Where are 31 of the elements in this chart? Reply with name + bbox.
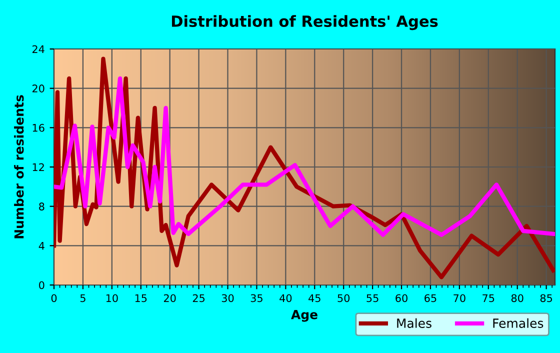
- y-tick-label: 4: [38, 242, 44, 250]
- y-tick-label: 8: [39, 202, 44, 210]
- legend-label: Males: [397, 318, 432, 328]
- y-axis-title: Number of residents: [14, 95, 24, 238]
- x-tick-label: 10: [106, 294, 118, 302]
- legend-label: Females: [493, 318, 544, 328]
- y-tick-label: 20: [32, 84, 44, 92]
- x-tick-label: 50: [338, 294, 350, 302]
- y-tick-label: 16: [32, 124, 44, 132]
- x-tick-label: 65: [424, 294, 436, 302]
- x-tick-label: 55: [366, 294, 378, 302]
- x-tick-label: 30: [222, 294, 234, 302]
- x-tick-label: 15: [135, 294, 147, 302]
- x-tick-label: 75: [482, 294, 494, 302]
- x-tick-label: 45: [308, 294, 320, 302]
- x-tick-label: 20: [164, 294, 176, 302]
- x-tick-label: 80: [511, 294, 524, 302]
- x-tick-label: 35: [250, 294, 262, 302]
- x-axis-title: Age: [291, 310, 318, 322]
- y-tick-label: 24: [32, 45, 44, 53]
- line-series: [54, 76, 555, 237]
- x-tick-label: 0: [51, 294, 57, 302]
- x-tick-label: 85: [540, 294, 552, 302]
- y-tick-label: 12: [32, 163, 44, 171]
- x-tick-label: 5: [80, 294, 86, 302]
- x-tick-label: 40: [280, 294, 292, 302]
- x-tick-label: 70: [454, 294, 466, 302]
- y-tick-label: 0: [39, 281, 44, 290]
- x-tick-label: 25: [192, 294, 205, 302]
- chart-title: Distribution of Residents' Ages: [172, 15, 438, 30]
- x-tick-label: 60: [396, 294, 408, 302]
